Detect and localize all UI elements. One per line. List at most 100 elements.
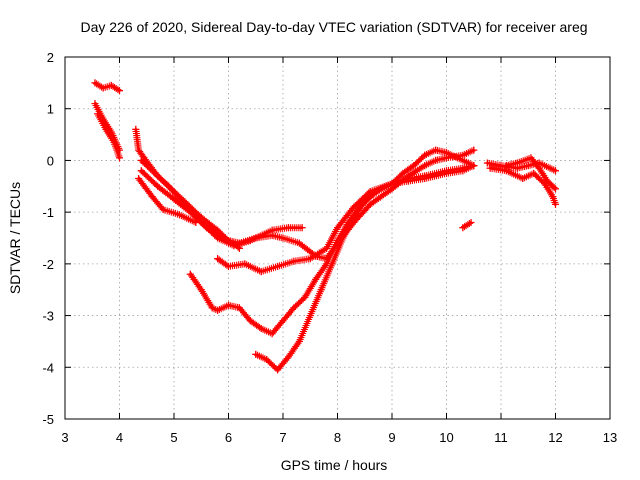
data-point bbox=[410, 162, 418, 170]
data-point bbox=[197, 286, 205, 294]
data-point bbox=[459, 167, 467, 175]
data-point bbox=[301, 293, 309, 301]
data-series-arc-11 bbox=[459, 218, 475, 232]
data-point bbox=[246, 317, 254, 325]
data-point bbox=[214, 306, 222, 314]
y-tick-label: 1 bbox=[47, 102, 54, 117]
y-tick-label: 2 bbox=[47, 50, 54, 65]
data-point bbox=[137, 167, 145, 175]
data-point bbox=[192, 218, 200, 226]
data-point bbox=[214, 255, 222, 263]
data-point bbox=[230, 239, 238, 247]
data-point bbox=[552, 167, 559, 175]
data-point bbox=[323, 244, 331, 252]
data-series-arc-13 bbox=[486, 164, 559, 208]
x-tick-label: 7 bbox=[279, 430, 286, 445]
data-point bbox=[366, 200, 374, 208]
x-tick-label: 3 bbox=[61, 430, 68, 445]
data-series-arc-7 bbox=[135, 175, 200, 226]
data-point bbox=[549, 193, 557, 201]
series-markers bbox=[132, 125, 478, 263]
data-point bbox=[91, 79, 99, 87]
data-point bbox=[334, 237, 341, 245]
data-point bbox=[116, 87, 123, 95]
series-markers bbox=[486, 164, 559, 208]
series-layer bbox=[91, 79, 559, 374]
data-point bbox=[530, 169, 538, 177]
data-point bbox=[421, 162, 429, 170]
series-markers bbox=[94, 110, 123, 162]
data-point bbox=[99, 84, 107, 92]
data-point bbox=[175, 211, 183, 219]
x-tick-label: 4 bbox=[116, 430, 123, 445]
data-point bbox=[483, 159, 491, 167]
data-point bbox=[513, 159, 521, 167]
data-point bbox=[432, 156, 440, 164]
data-point bbox=[388, 180, 396, 188]
data-point bbox=[443, 169, 450, 177]
data-point bbox=[165, 182, 173, 190]
data-series-arc-1 bbox=[91, 79, 123, 95]
data-series-arc-10 bbox=[252, 162, 478, 374]
data-point bbox=[298, 224, 306, 232]
data-series-arc-8 bbox=[214, 162, 478, 276]
y-tick-label: -5 bbox=[42, 412, 54, 427]
data-point bbox=[317, 286, 325, 294]
data-point bbox=[284, 353, 292, 361]
data-point bbox=[203, 224, 211, 232]
data-point bbox=[235, 304, 243, 312]
data-point bbox=[257, 325, 265, 332]
data-point bbox=[263, 356, 271, 364]
data-point bbox=[102, 125, 110, 133]
data-point bbox=[290, 257, 298, 265]
data-point bbox=[459, 224, 467, 232]
series-trace bbox=[134, 128, 476, 261]
x-tick-label: 10 bbox=[439, 430, 453, 445]
data-point bbox=[219, 234, 227, 242]
data-point bbox=[91, 100, 99, 108]
data-point bbox=[279, 317, 287, 325]
x-tick-label: 13 bbox=[603, 430, 617, 445]
data-point bbox=[208, 304, 216, 312]
x-tick-label: 9 bbox=[388, 430, 395, 445]
y-tick-label: -2 bbox=[42, 257, 54, 272]
data-point bbox=[339, 234, 347, 242]
series-markers bbox=[91, 100, 123, 154]
data-point bbox=[535, 164, 543, 172]
data-point bbox=[361, 198, 369, 206]
data-point bbox=[225, 301, 232, 309]
data-point bbox=[453, 154, 461, 162]
data-series-arc-2 bbox=[91, 100, 123, 154]
data-point bbox=[328, 260, 336, 268]
data-point bbox=[284, 224, 292, 232]
data-point bbox=[467, 218, 475, 226]
x-tick-label: 8 bbox=[334, 430, 341, 445]
data-point bbox=[404, 177, 412, 185]
data-point bbox=[225, 262, 232, 270]
data-point bbox=[135, 146, 143, 154]
data-point bbox=[279, 234, 287, 242]
data-point bbox=[334, 224, 341, 232]
data-series-arc-6 bbox=[137, 167, 243, 252]
y-tick-label: -1 bbox=[42, 205, 54, 220]
data-series-arc-3 bbox=[94, 110, 123, 162]
data-point bbox=[246, 237, 254, 245]
data-point bbox=[148, 193, 156, 201]
y-tick-label: -3 bbox=[42, 309, 54, 324]
x-tick-label: 12 bbox=[548, 430, 562, 445]
data-point bbox=[306, 255, 314, 263]
data-point bbox=[543, 177, 551, 185]
data-point bbox=[290, 304, 298, 312]
data-point bbox=[241, 260, 249, 268]
x-tick-label: 5 bbox=[170, 430, 177, 445]
data-point bbox=[527, 154, 535, 162]
y-axis-label: SDTVAR / TECUs bbox=[7, 182, 23, 294]
data-point bbox=[432, 146, 440, 154]
x-tick-label: 6 bbox=[225, 430, 232, 445]
data-point bbox=[137, 156, 145, 164]
data-series-arc-4 bbox=[132, 125, 478, 263]
data-point bbox=[132, 125, 140, 133]
data-point bbox=[235, 244, 243, 252]
